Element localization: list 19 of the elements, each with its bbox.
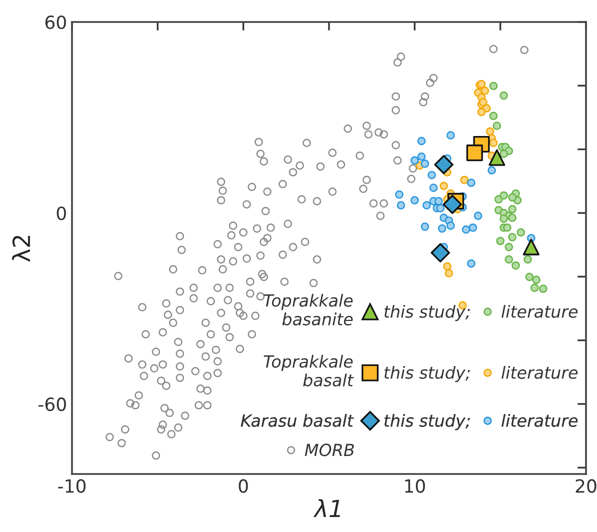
legend-label: this study; [384, 366, 470, 382]
legend-label: literature [502, 366, 578, 379]
y-tick-label: 0 [56, 206, 66, 220]
annotation: Toprakkale basalt [264, 354, 354, 386]
annotation: Toprakkale basanite [264, 294, 353, 326]
x-tick-label: 20 [576, 479, 596, 493]
y-axis-title: λ2 [12, 236, 30, 262]
legend-label: this study; [384, 304, 470, 322]
y-tick-label: 60 [45, 15, 66, 30]
x-tick-label: 0 [238, 479, 248, 493]
legend-label: this study; [384, 414, 470, 430]
x-tick-label: -10 [58, 479, 86, 493]
legend-label: literature [502, 414, 578, 427]
x-axis-title: λ1 [313, 499, 340, 518]
legend-label: MORB [304, 444, 354, 456]
legend-label: literature [502, 304, 578, 318]
x-tick-label: 10 [405, 479, 425, 493]
y-tick-label: -60 [38, 397, 66, 412]
annotation: Karasu basalt [240, 414, 354, 427]
